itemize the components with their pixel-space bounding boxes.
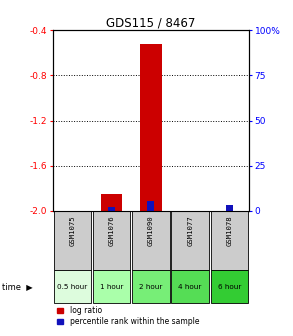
Text: GSM1090: GSM1090 bbox=[148, 216, 154, 246]
Text: 0.5 hour: 0.5 hour bbox=[57, 284, 88, 290]
Bar bbox=[108, 207, 115, 211]
Bar bbox=[147, 201, 154, 211]
Legend: log ratio, percentile rank within the sample: log ratio, percentile rank within the sa… bbox=[57, 305, 200, 327]
Text: GSM1077: GSM1077 bbox=[187, 216, 193, 246]
Title: GDS115 / 8467: GDS115 / 8467 bbox=[106, 16, 196, 29]
Text: 4 hour: 4 hour bbox=[178, 284, 202, 290]
Bar bbox=[226, 205, 233, 211]
Text: GSM1076: GSM1076 bbox=[109, 216, 115, 246]
Text: time  ▶: time ▶ bbox=[2, 282, 33, 291]
Text: GSM1075: GSM1075 bbox=[69, 216, 75, 246]
Text: 6 hour: 6 hour bbox=[218, 284, 241, 290]
Bar bbox=[132, 211, 170, 270]
Bar bbox=[171, 211, 209, 270]
Bar bbox=[101, 194, 122, 211]
Bar bbox=[211, 270, 248, 303]
Bar bbox=[54, 211, 91, 270]
Bar bbox=[211, 211, 248, 270]
Bar bbox=[93, 211, 130, 270]
Bar bbox=[93, 270, 130, 303]
Bar bbox=[171, 270, 209, 303]
Text: 2 hour: 2 hour bbox=[139, 284, 163, 290]
Bar bbox=[132, 270, 170, 303]
Bar bbox=[140, 44, 162, 211]
Bar bbox=[54, 270, 91, 303]
Text: 1 hour: 1 hour bbox=[100, 284, 123, 290]
Text: GSM1078: GSM1078 bbox=[226, 216, 232, 246]
